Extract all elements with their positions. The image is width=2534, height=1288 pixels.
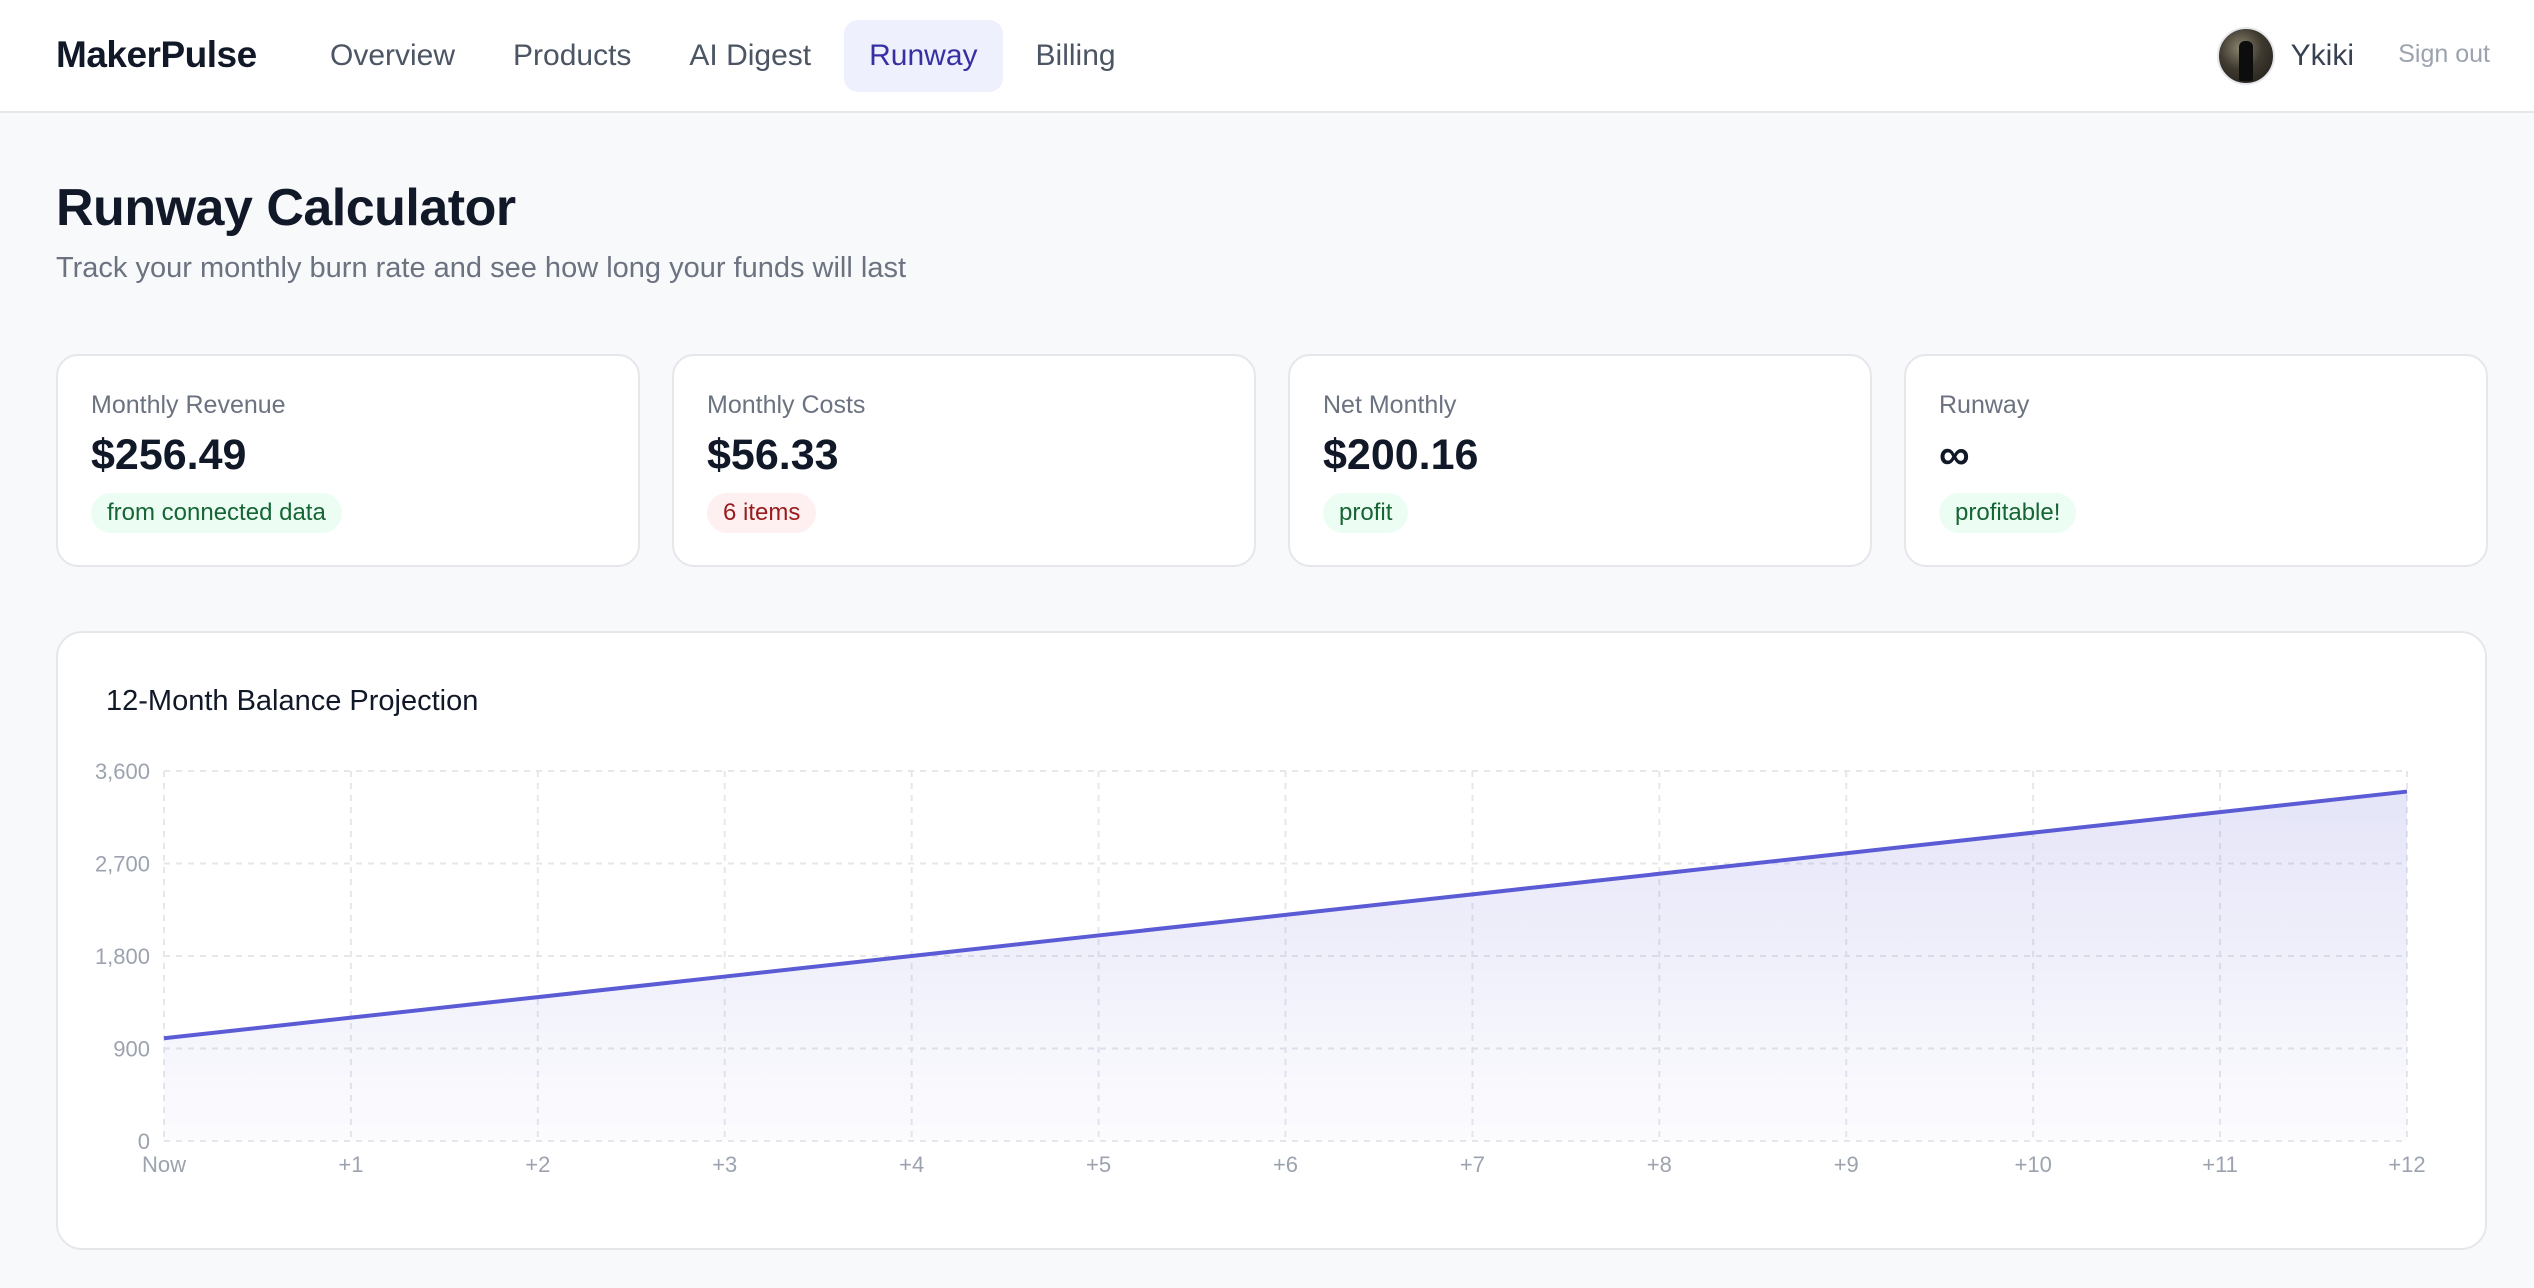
- stat-label: Net Monthly: [1323, 391, 1457, 419]
- chart-area-layer: [164, 791, 2407, 1141]
- x-tick-label: +10: [2015, 1152, 2052, 1177]
- nav-item-products[interactable]: Products: [513, 39, 632, 72]
- stat-card-runway: Runway ∞ profitable!: [1904, 354, 2488, 567]
- x-tick-label: +6: [1273, 1152, 1298, 1177]
- x-tick-label: +9: [1834, 1152, 1859, 1177]
- stat-value: $256.49: [91, 431, 247, 479]
- stat-card-monthly-costs: Monthly Costs $56.33 6 items: [672, 354, 1256, 567]
- x-tick-label: +7: [1460, 1152, 1485, 1177]
- x-tick-label: +8: [1647, 1152, 1672, 1177]
- y-tick-label: 2,700: [95, 852, 150, 877]
- stat-badge: profitable!: [1939, 493, 2077, 533]
- avatar[interactable]: [2216, 27, 2275, 85]
- y-tick-label: 1,800: [95, 944, 150, 969]
- user-menu[interactable]: Ykiki: [2216, 27, 2354, 85]
- nav-item-ai-digest[interactable]: AI Digest: [689, 39, 812, 72]
- stat-badge: from connected data: [91, 493, 342, 533]
- chart-title: 12-Month Balance Projection: [106, 685, 479, 717]
- y-tick-label: 900: [113, 1037, 150, 1062]
- x-tick-label: +4: [899, 1152, 924, 1177]
- nav-item-overview[interactable]: Overview: [330, 39, 456, 72]
- x-tick-label: +12: [2388, 1152, 2425, 1177]
- username: Ykiki: [2290, 39, 2354, 72]
- main-nav: Overview Products AI Digest Runway Billi…: [305, 20, 1141, 92]
- y-tick-label: 0: [138, 1129, 150, 1154]
- nav-item-billing[interactable]: Billing: [1035, 39, 1116, 72]
- balance-projection-chart: 0 900 1,800 2,700 3,600 Now +1 +2 +3 +4 +5 +6 +7 +8 +…: [95, 759, 2426, 1177]
- nav-item-runway[interactable]: Runway: [844, 20, 1003, 92]
- y-axis-ticks: 0 900 1,800 2,700 3,600: [95, 759, 150, 1154]
- stat-value: $200.16: [1323, 431, 1479, 479]
- stat-badge: profit: [1323, 493, 1409, 533]
- x-tick-label: +5: [1086, 1152, 1111, 1177]
- x-tick-label: +2: [525, 1152, 550, 1177]
- balance-area: [164, 791, 2407, 1141]
- page-title: Runway Calculator: [56, 179, 516, 237]
- stat-badge: 6 items: [707, 493, 817, 533]
- top-nav-bar: MakerPulse Overview Products AI Digest R…: [0, 0, 2534, 113]
- x-tick-label: +1: [338, 1152, 363, 1177]
- x-tick-label: +11: [2202, 1152, 2238, 1177]
- x-tick-label: +3: [712, 1152, 737, 1177]
- x-tick-label: Now: [142, 1152, 186, 1177]
- y-tick-label: 3,600: [95, 759, 150, 784]
- stat-card-monthly-revenue: Monthly Revenue $256.49 from connected d…: [56, 354, 640, 567]
- balance-line: [163, 789, 2408, 1041]
- sign-out-link[interactable]: Sign out: [2398, 40, 2490, 68]
- stat-label: Monthly Revenue: [91, 391, 286, 419]
- stat-card-net-monthly: Net Monthly $200.16 profit: [1288, 354, 1872, 567]
- x-axis-ticks: Now +1 +2 +3 +4 +5 +6 +7 +8 +9 +10 +11 +12: [142, 1152, 2426, 1177]
- stat-value: ∞: [1939, 431, 1970, 479]
- stat-label: Monthly Costs: [707, 391, 866, 419]
- page-subtitle: Track your monthly burn rate and see how…: [56, 252, 907, 284]
- brand-logo[interactable]: MakerPulse: [56, 34, 257, 75]
- stat-label: Runway: [1939, 391, 2030, 419]
- balance-projection-card: 12-Month Balance Projection 0 900 1,800 2,7…: [56, 631, 2487, 1250]
- chart-line-layer: [163, 789, 2408, 1041]
- stat-value: $56.33: [707, 431, 839, 479]
